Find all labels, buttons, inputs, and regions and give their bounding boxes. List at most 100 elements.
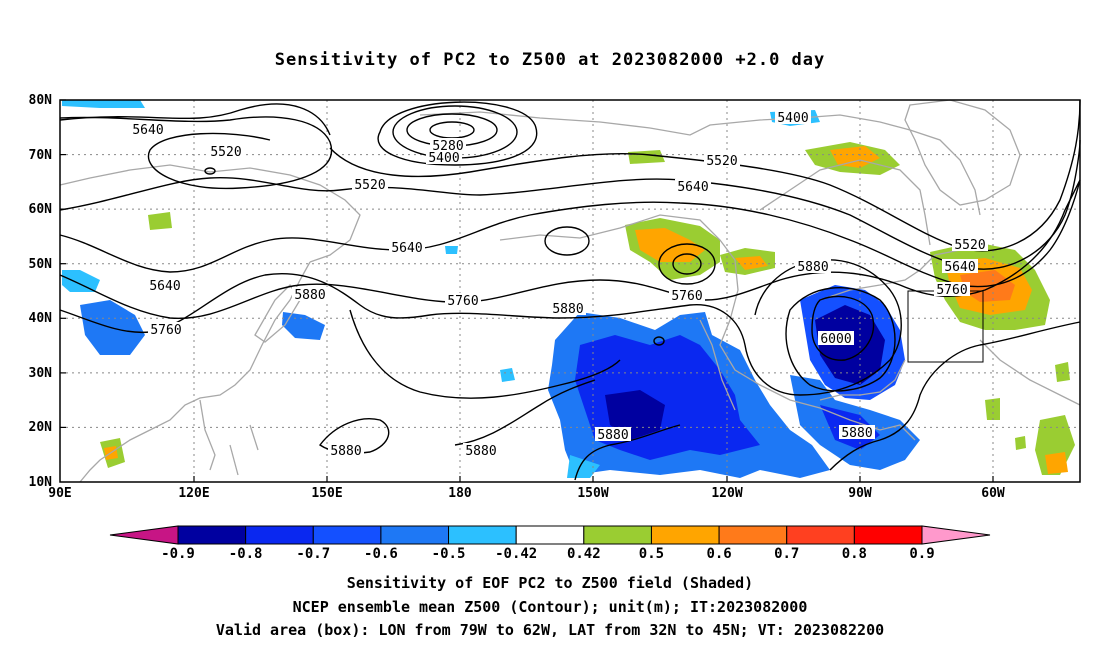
contour-label: 5640 [149,279,180,294]
contour-label: 5520 [354,178,385,193]
axis-ticks [60,99,994,482]
coastlines [59,99,1081,483]
lon-label: 150W [577,486,608,501]
footer-line-2: NCEP ensemble mean Z500 (Contour); unit(… [292,598,808,616]
contour-label: 5880 [294,288,325,303]
contour-label: 5640 [677,180,708,195]
colorbar-tick-label: 0.9 [909,546,934,562]
contour-label-bg [389,240,425,254]
contour-label-bg [942,259,978,273]
contour-label-bg [148,322,184,336]
contour-label-bg [292,287,328,301]
longitude-labels: 90E 120E 150E 180 150W 120W 90W 60W [48,486,1005,501]
contour-label-bg [595,427,631,441]
contour-label: 5880 [797,260,828,275]
lon-label: 120W [711,486,742,501]
contour-label-bg [426,150,462,164]
contour-label: 5880 [841,426,872,441]
contour-label: 5760 [936,283,967,298]
colorbar-tick-label: 0.6 [706,546,731,562]
contour-label: 5520 [706,154,737,169]
colorbar-tick-label: -0.7 [296,546,330,562]
plot-title: Sensitivity of PC2 to Z500 at 2023082000… [274,50,826,70]
contour-label: 5760 [150,323,181,338]
colorbar-over-triangle [921,525,991,545]
lon-label: 60W [981,486,1005,501]
lon-label: 90E [48,486,71,501]
footer-line-1: Sensitivity of EOF PC2 to Z500 field (Sh… [346,574,754,592]
contour-label-bg [818,331,854,345]
contour-label-bg [445,293,481,307]
contour-label-bg [839,425,875,439]
contour-label: 5880 [597,428,628,443]
contour-label-bg [208,144,244,158]
contour-label: 5640 [391,241,422,256]
contour-label-bg [675,179,711,193]
contour-label-bg [147,278,183,292]
colorbar-tick-label: -0.9 [161,546,195,562]
colorbar-bin [380,525,450,545]
contour-label-bg [952,237,988,251]
contour-label-bg [795,259,831,273]
contour-label: 5880 [465,444,496,459]
contour-label-bg [463,443,499,457]
contour-label: 5520 [954,238,985,253]
contour-label-bg [934,282,970,296]
colorbar-tick-label: 0.8 [842,546,867,562]
lat-label: 10N [29,475,53,490]
map-frame [59,99,1081,483]
contour-label-bg [550,301,586,315]
lat-label: 40N [29,311,53,326]
lat-label: 50N [29,257,53,272]
contour-label-bg [328,443,364,457]
contour-label: 6000 [820,332,851,347]
contour-label: 5640 [944,260,975,275]
colorbar-tick-label: -0.8 [229,546,263,562]
lon-label: 120E [178,486,209,501]
colorbar: -0.9 -0.8 -0.7 -0.6 -0.5 -0.42 0.42 0.5 0.6 0.7 0.… [109,525,991,562]
footer-line-3: Valid area (box): LON from 79W to 62W, L… [215,621,885,639]
colorbar-bin [312,525,382,545]
colorbar-tick-label: 0.5 [639,546,664,562]
lat-label: 20N [29,420,53,435]
contour-label: 5880 [552,302,583,317]
lat-label: 30N [29,366,53,381]
contour-label-bg [704,153,740,167]
colorbar-bin [245,525,314,545]
colorbar-bin [718,525,788,545]
contour-label-bg [669,288,705,302]
contour-label: 5880 [330,444,361,459]
lon-label: 180 [448,486,472,501]
lat-label: 60N [29,202,53,217]
colorbar-under-triangle [109,525,179,545]
colorbar-tick-label: 0.7 [774,546,799,562]
contour-label-bg [430,138,466,152]
latitude-labels: 80N 70N 60N 50N 40N 30N 20N 10N [29,93,53,490]
contour-label-bg [775,110,811,124]
contour-label-bg [130,122,166,136]
lat-label: 80N [29,93,53,108]
contour-label: 5760 [447,294,478,309]
contour-label: 5520 [210,145,241,160]
colorbar-bin [177,525,247,545]
contour-label: 5760 [671,289,702,304]
colorbar-tick-label: -0.6 [364,546,398,562]
lon-label: 90W [848,486,872,501]
contour-label: 5400 [777,111,808,126]
contour-label: 5640 [132,123,163,138]
colorbar-bin [650,525,720,545]
contour-label: 5400 [428,151,459,166]
colorbar-tick-label: 0.42 [567,546,601,562]
lat-label: 70N [29,148,53,163]
lon-label: 150E [311,486,342,501]
colorbar-tick-label: -0.42 [495,546,537,562]
colorbar-bin [853,525,923,545]
colorbar-bin [583,525,652,545]
colorbar-bin [448,525,517,545]
colorbar-bin [515,525,585,545]
colorbar-tick-label: -0.5 [432,546,466,562]
colorbar-bin [786,525,855,545]
contour-label-bg [352,177,388,191]
